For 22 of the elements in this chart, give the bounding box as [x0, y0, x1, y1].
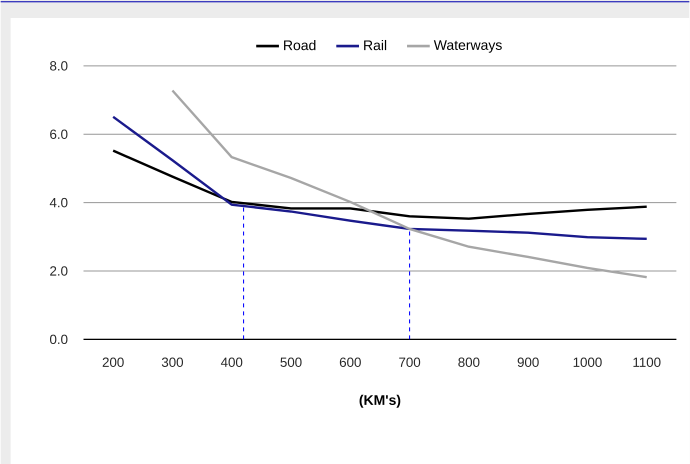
x-tick-label: 200 — [102, 357, 124, 367]
x-tick-label: 400 — [220, 357, 242, 367]
y-tick-label: 6.0 — [50, 129, 68, 139]
y-tick-label: 2.0 — [50, 266, 68, 276]
x-tick-label: 900 — [518, 357, 539, 367]
x-tick-label: 1000 — [574, 357, 602, 367]
y-tick-label: 8.0 — [50, 61, 68, 71]
x-tick-label: 1100 — [633, 357, 661, 367]
line-series — [112, 116, 648, 240]
line-series — [112, 149, 648, 220]
x-tick-label: 600 — [340, 357, 361, 367]
x-tick-label: 700 — [399, 357, 420, 367]
y-tick-label: 4.0 — [50, 198, 68, 208]
x-tick-label: 300 — [162, 357, 184, 367]
x-tick-label: 500 — [280, 357, 302, 367]
line-series — [171, 89, 648, 278]
legend-label: Rail — [364, 40, 386, 50]
x-tick-label: 800 — [458, 357, 480, 367]
legend-label: Road — [284, 40, 316, 50]
x-axis-title: (KM's) — [360, 394, 400, 408]
y-tick-label: 0.0 — [50, 334, 68, 344]
legend-label: Waterways — [434, 40, 502, 53]
